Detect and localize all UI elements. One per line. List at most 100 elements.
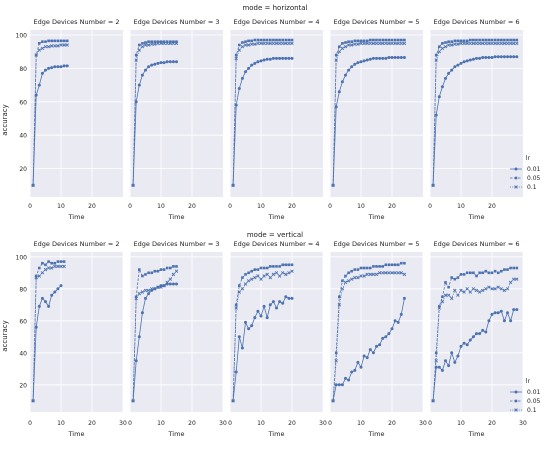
data-point-lr-0.1: [402, 272, 407, 277]
data-point-lr-0.05: [144, 273, 147, 276]
data-point-lr-0.05: [500, 269, 503, 273]
data-point-lr-0.01: [453, 65, 457, 69]
data-point-lr-0.1: [387, 41, 391, 46]
data-point-lr-0.01: [475, 56, 478, 60]
data-point-lr-0.1: [374, 272, 379, 277]
data-point-lr-0.01: [481, 56, 485, 60]
data-point-lr-0.01: [509, 55, 513, 59]
x-tick-label: 0: [428, 420, 432, 427]
data-point-lr-0.05: [275, 38, 278, 42]
data-point-lr-0.05: [503, 38, 506, 42]
data-point-lr-0.1: [390, 41, 394, 46]
data-point-lr-0.01: [434, 113, 438, 117]
data-point-lr-0.1: [171, 272, 176, 277]
data-point-lr-0.1: [246, 43, 251, 47]
y-tick-label: 20: [19, 382, 27, 389]
facet-panel: [429, 252, 524, 412]
data-point-lr-0.01: [275, 306, 278, 310]
data-point-lr-0.05: [250, 269, 253, 273]
data-point-lr-0.01: [359, 365, 363, 369]
data-point-lr-0.1: [331, 399, 335, 403]
data-point-lr-0.05: [359, 266, 363, 270]
data-point-lr-0.01: [250, 324, 254, 328]
data-point-lr-0.1: [53, 44, 57, 48]
data-point-lr-0.01: [444, 359, 447, 363]
data-point-lr-0.05: [290, 263, 294, 267]
data-point-lr-0.1: [168, 277, 173, 281]
data-point-lr-0.1: [37, 48, 42, 52]
data-point-lr-0.01: [234, 370, 238, 374]
data-point-lr-0.1: [434, 359, 438, 363]
data-point-lr-0.01: [471, 335, 475, 339]
data-point-lr-0.1: [343, 280, 348, 285]
data-point-lr-0.05: [144, 41, 147, 44]
data-point-lr-0.1: [380, 41, 385, 46]
data-point-lr-0.1: [474, 41, 479, 46]
data-point-lr-0.1: [437, 306, 442, 310]
data-point-lr-0.05: [453, 277, 457, 281]
data-point-lr-0.01: [240, 76, 244, 80]
x-tick-label: 10: [357, 203, 365, 210]
data-point-lr-0.05: [147, 40, 150, 43]
data-point-lr-0.1: [284, 272, 288, 277]
legend-marker: [514, 399, 518, 403]
legend-entry-label: 0.1: [527, 407, 537, 414]
data-point-lr-0.05: [456, 276, 460, 279]
data-point-lr-0.01: [159, 61, 163, 65]
data-point-lr-0.01: [53, 65, 57, 69]
data-point-lr-0.01: [284, 56, 288, 60]
data-point-lr-0.1: [290, 41, 294, 46]
data-point-lr-0.1: [465, 41, 469, 46]
data-point-lr-0.1: [234, 306, 238, 310]
panel-background: [230, 30, 323, 197]
data-point-lr-0.1: [484, 287, 488, 291]
data-point-lr-0.01: [40, 71, 44, 75]
data-point-lr-0.05: [438, 45, 441, 48]
data-point-lr-0.05: [47, 39, 50, 43]
data-point-lr-0.1: [431, 183, 435, 188]
data-point-lr-0.1: [508, 41, 513, 46]
data-point-lr-0.1: [387, 271, 391, 275]
data-point-lr-0.05: [50, 261, 53, 265]
data-point-lr-0.05: [165, 266, 169, 270]
data-point-lr-0.01: [478, 332, 482, 336]
data-point-lr-0.05: [403, 261, 406, 265]
data-point-lr-0.01: [515, 308, 519, 312]
x-tick-label: 10: [257, 203, 265, 210]
panel-background: [130, 30, 223, 197]
data-point-lr-0.1: [484, 41, 488, 46]
x-axis-label: Time: [268, 430, 285, 438]
data-point-lr-0.1: [274, 271, 279, 275]
series-line-lr-0.05: [432, 39, 517, 186]
data-point-lr-0.1: [356, 275, 360, 280]
data-point-lr-0.1: [137, 48, 142, 52]
data-point-lr-0.01: [344, 376, 347, 380]
data-point-lr-0.05: [347, 40, 350, 43]
data-point-lr-0.05: [269, 265, 272, 268]
x-tick-label: 10: [157, 420, 165, 427]
data-point-lr-0.1: [156, 285, 160, 289]
data-point-lr-0.1: [508, 280, 513, 285]
data-point-lr-0.1: [271, 41, 276, 46]
data-point-lr-0.01: [437, 95, 441, 99]
data-point-lr-0.1: [62, 264, 66, 269]
data-point-lr-0.1: [334, 58, 338, 62]
data-point-lr-0.01: [262, 304, 266, 308]
data-point-lr-0.01: [465, 59, 469, 63]
x-tick-label: 30: [119, 420, 127, 427]
data-point-lr-0.01: [59, 65, 63, 69]
data-point-lr-0.01: [247, 327, 251, 331]
legend-entry-label: 0.01: [527, 166, 541, 173]
data-point-lr-0.05: [169, 40, 172, 43]
data-point-lr-0.05: [469, 271, 472, 275]
data-point-lr-0.01: [244, 320, 247, 324]
data-point-lr-0.1: [443, 44, 448, 49]
data-point-lr-0.05: [506, 268, 509, 271]
data-point-lr-0.01: [50, 66, 54, 70]
data-point-lr-0.1: [249, 277, 254, 281]
data-point-lr-0.1: [371, 272, 376, 277]
series-line-lr-0.1: [32, 44, 68, 186]
facet-panel: [329, 30, 423, 197]
data-point-lr-0.05: [487, 271, 491, 275]
data-point-lr-0.01: [381, 336, 385, 340]
